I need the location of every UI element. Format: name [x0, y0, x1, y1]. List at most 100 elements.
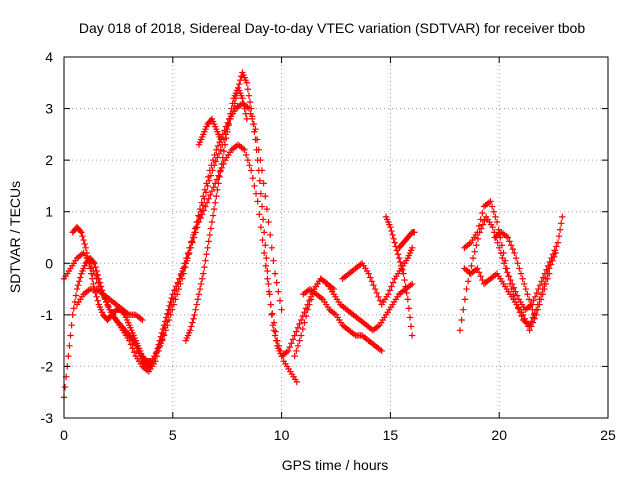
y-tick-label: 4	[45, 49, 53, 65]
data-point	[262, 262, 270, 270]
data-point	[162, 327, 169, 334]
data-point	[494, 239, 501, 246]
data-point	[201, 186, 209, 193]
data-point	[70, 305, 77, 312]
y-axis-label: SDTVAR / TECUs	[7, 181, 23, 293]
data-point	[289, 336, 297, 343]
chart-title: Day 018 of 2018, Sidereal Day-to-day VTE…	[79, 20, 586, 36]
data-point	[96, 279, 104, 286]
data-point	[558, 220, 565, 227]
data-point	[235, 80, 243, 88]
data-point	[190, 231, 197, 239]
data-point	[474, 265, 481, 272]
data-point	[183, 257, 191, 264]
data-point	[205, 238, 212, 245]
data-point	[167, 311, 174, 319]
data-point	[534, 306, 542, 313]
data-point	[481, 217, 488, 224]
data-point	[299, 325, 307, 333]
data-point	[559, 213, 566, 221]
data-point	[130, 349, 138, 356]
data-point	[251, 182, 258, 190]
data-point	[226, 115, 233, 123]
data-point	[477, 272, 484, 280]
series-track-13	[461, 198, 559, 329]
data-point	[492, 213, 499, 221]
data-point	[479, 221, 487, 228]
data-point	[301, 309, 308, 316]
data-point	[222, 135, 230, 142]
data-point	[217, 136, 224, 143]
data-point	[396, 258, 404, 266]
data-point	[80, 236, 87, 244]
data-point	[93, 267, 100, 275]
data-point	[86, 265, 94, 272]
series-track-10	[382, 213, 416, 339]
data-point	[213, 193, 220, 200]
data-point	[544, 275, 551, 282]
series-track-5	[182, 84, 250, 344]
data-point	[474, 229, 481, 236]
data-point	[189, 319, 196, 326]
data-point	[276, 297, 284, 304]
data-point	[156, 343, 163, 351]
data-point	[177, 280, 184, 288]
data-point	[498, 242, 506, 249]
data-point	[274, 337, 281, 344]
data-point	[489, 223, 496, 231]
data-point	[258, 167, 266, 174]
data-point	[400, 270, 407, 277]
data-point	[501, 257, 509, 264]
data-point	[197, 280, 205, 288]
data-point	[270, 327, 278, 334]
data-point	[246, 98, 254, 106]
data-point	[90, 258, 97, 266]
data-point	[83, 249, 91, 257]
data-point	[488, 203, 496, 210]
data-point	[127, 341, 135, 348]
data-point	[203, 251, 210, 258]
data-point	[77, 274, 84, 281]
data-point	[202, 257, 209, 264]
data-point	[542, 280, 550, 288]
data-point	[201, 263, 208, 271]
data-point	[546, 270, 553, 277]
series-track-8	[300, 285, 385, 355]
data-point	[402, 283, 409, 290]
x-tick-label: 5	[169, 427, 177, 443]
data-point	[207, 225, 215, 232]
data-point	[210, 184, 217, 191]
data-point	[212, 199, 219, 206]
data-point	[278, 306, 285, 313]
data-point	[67, 332, 74, 339]
y-tick-label: -1	[41, 307, 54, 323]
data-point	[537, 296, 545, 303]
data-point	[523, 319, 530, 326]
data-point	[81, 240, 88, 248]
data-point	[530, 297, 537, 304]
data-point	[550, 253, 558, 261]
data-point	[170, 301, 178, 308]
data-point	[195, 212, 202, 219]
data-point	[388, 283, 395, 290]
data-point	[471, 248, 478, 255]
data-point	[271, 270, 279, 277]
data-point	[193, 301, 200, 308]
data-point	[190, 315, 197, 322]
data-point	[85, 260, 93, 267]
data-point	[79, 233, 86, 240]
data-point	[262, 193, 269, 200]
series-track-4	[73, 285, 146, 324]
data-point	[95, 275, 103, 282]
data-point	[239, 95, 246, 102]
data-point	[302, 312, 310, 320]
data-point	[84, 254, 92, 262]
data-point	[399, 266, 406, 273]
data-point	[61, 383, 69, 391]
y-tick-label: 3	[45, 101, 53, 117]
plot-frame	[63, 56, 609, 419]
data-point	[139, 316, 146, 324]
data-point	[160, 332, 168, 339]
data-point	[284, 347, 292, 355]
x-tick-label: 10	[274, 427, 290, 443]
